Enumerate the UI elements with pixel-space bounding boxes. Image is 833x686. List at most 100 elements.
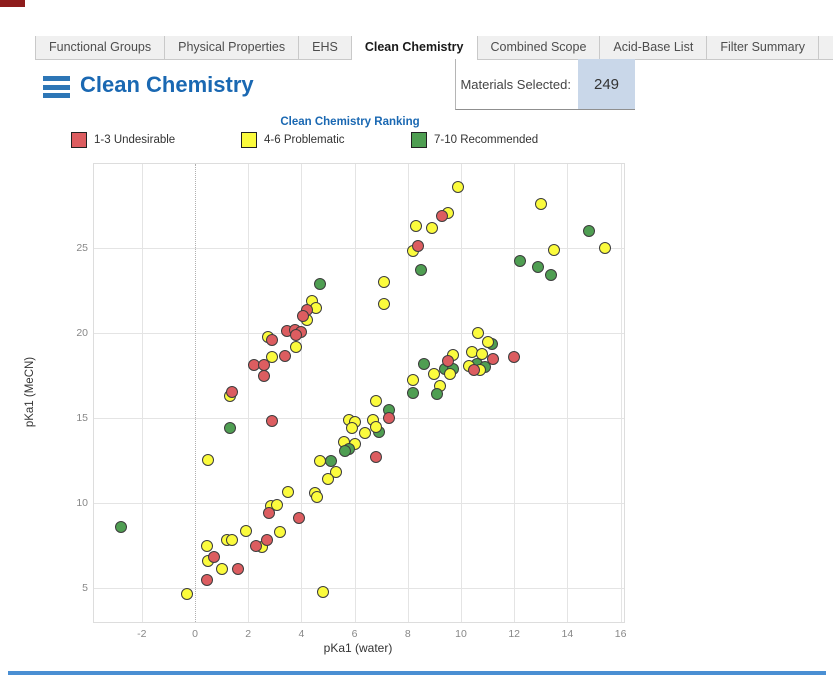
scatter-point-y[interactable] bbox=[425, 221, 438, 234]
scatter-point-r[interactable] bbox=[207, 551, 220, 564]
bottom-blue-bar bbox=[8, 671, 826, 675]
scatter-point-y[interactable] bbox=[239, 525, 252, 538]
plot-area[interactable]: 5 10 15 20 25 -2 0 2 4 6 8 10 12 14 16 bbox=[76, 163, 626, 640]
scatter-point-g[interactable] bbox=[114, 520, 127, 533]
scatter-point-g[interactable] bbox=[314, 277, 327, 290]
scatter-point-r[interactable] bbox=[290, 328, 303, 341]
tab-combined-scope[interactable]: Combined Scope bbox=[477, 36, 601, 59]
legend-item-1-3-undesirable: 1-3 Undesirable bbox=[71, 132, 175, 148]
scatter-point-y[interactable] bbox=[266, 350, 279, 363]
tab-functional-groups[interactable]: Functional Groups bbox=[36, 36, 166, 59]
scatter-point-y[interactable] bbox=[407, 373, 420, 386]
scatter-point-y[interactable] bbox=[274, 525, 287, 538]
tab-clean-chemistry[interactable]: Clean Chemistry bbox=[351, 36, 478, 60]
scatter-point-y[interactable] bbox=[345, 422, 358, 435]
scatter-point-y[interactable] bbox=[282, 485, 295, 498]
page-title: Clean Chemistry bbox=[80, 72, 254, 97]
scatter-point-y[interactable] bbox=[202, 453, 215, 466]
y-tick-5: 5 bbox=[82, 582, 88, 594]
scatter-point-y[interactable] bbox=[226, 534, 239, 547]
x-tick-14: 14 bbox=[561, 628, 574, 640]
scatter-point-r[interactable] bbox=[266, 415, 279, 428]
scatter-point-y[interactable] bbox=[481, 335, 494, 348]
legend-item-4-6-problematic: 4-6 Problematic bbox=[241, 132, 345, 148]
scatter-point-r[interactable] bbox=[412, 240, 425, 253]
scatter-point-g[interactable] bbox=[407, 386, 420, 399]
scatter-point-g[interactable] bbox=[513, 254, 526, 267]
gridline-y-25 bbox=[94, 248, 624, 249]
tab-physical-properties[interactable]: Physical Properties bbox=[165, 36, 300, 59]
tab-filter-summary[interactable]: Filter Summary bbox=[707, 36, 820, 59]
scatter-point-g[interactable] bbox=[431, 388, 444, 401]
scatter-point-r[interactable] bbox=[263, 507, 276, 520]
gridline-y-5 bbox=[94, 588, 624, 589]
scatter-point-y[interactable] bbox=[598, 242, 611, 254]
tab-ehs[interactable]: EHS bbox=[299, 36, 352, 59]
legend: 1-3 Undesirable 4-6 Problematic 7-10 Recom… bbox=[71, 132, 631, 149]
legend-label: 7-10 Recommended bbox=[434, 134, 539, 146]
legend-swatch-g bbox=[411, 132, 427, 148]
x-tick-16: 16 bbox=[614, 628, 627, 640]
y-tick-20: 20 bbox=[76, 327, 88, 339]
scatter-point-r[interactable] bbox=[508, 350, 521, 363]
scatter-point-y[interactable] bbox=[322, 473, 334, 486]
scatter-point-y[interactable] bbox=[316, 586, 329, 599]
scatter-point-r[interactable] bbox=[468, 363, 481, 376]
scatter-point-y[interactable] bbox=[271, 498, 284, 511]
scatter-point-g[interactable] bbox=[532, 260, 545, 273]
scatter-point-r[interactable] bbox=[279, 349, 292, 362]
scatter-point-r[interactable] bbox=[486, 352, 499, 365]
materials-selected-panel: Materials Selected: 249 bbox=[455, 59, 635, 110]
scatter-point-r[interactable] bbox=[296, 310, 309, 322]
scatter-point-y[interactable] bbox=[369, 395, 382, 407]
gridline-y-20 bbox=[94, 333, 624, 334]
tab-acid-base-list[interactable]: Acid-Base List bbox=[600, 36, 708, 59]
scatter-point-r[interactable] bbox=[383, 412, 396, 424]
scatter-point-y[interactable] bbox=[181, 587, 194, 600]
scatter-point-g[interactable] bbox=[417, 357, 430, 370]
x-axis-label: pKa1 (water) bbox=[323, 641, 393, 655]
menu-hamburger-icon[interactable] bbox=[43, 76, 70, 98]
scatter-point-y[interactable] bbox=[200, 539, 213, 552]
scatter-point-r[interactable] bbox=[200, 573, 213, 586]
scatter-point-r[interactable] bbox=[258, 369, 271, 382]
scatter-point-y[interactable] bbox=[377, 298, 390, 311]
scatter-point-g[interactable] bbox=[223, 422, 236, 435]
scatter-point-y[interactable] bbox=[290, 340, 303, 353]
scatter-point-r[interactable] bbox=[231, 563, 244, 576]
scatter-point-y[interactable] bbox=[472, 327, 485, 339]
scatter-point-r[interactable] bbox=[260, 534, 273, 547]
scatter-point-r[interactable] bbox=[292, 512, 305, 525]
scatter-point-r[interactable] bbox=[250, 539, 263, 552]
scatter-point-y[interactable] bbox=[359, 427, 372, 440]
gridline-x-12 bbox=[514, 164, 516, 622]
scatter-point-y[interactable] bbox=[311, 491, 324, 504]
gridline-x-10 bbox=[461, 164, 462, 622]
scatter-point-r[interactable] bbox=[369, 451, 382, 464]
scatter-point-y[interactable] bbox=[409, 219, 422, 232]
y-tick-10: 10 bbox=[76, 497, 88, 509]
scatter-point-g[interactable] bbox=[545, 269, 558, 282]
scatter-point-y[interactable] bbox=[215, 563, 228, 576]
scatter-point-r[interactable] bbox=[436, 209, 449, 222]
gridline-x-16 bbox=[620, 164, 622, 622]
scatter-point-y[interactable] bbox=[444, 367, 457, 380]
materials-selected-label: Materials Selected: bbox=[460, 76, 571, 92]
scatter-point-y[interactable] bbox=[369, 420, 382, 433]
scatter-point-y[interactable] bbox=[534, 197, 547, 210]
scatter-point-y[interactable] bbox=[548, 243, 561, 256]
scatter-point-g[interactable] bbox=[582, 225, 595, 237]
scatter-point-y[interactable] bbox=[452, 180, 465, 193]
scatter-point-r[interactable] bbox=[441, 355, 454, 368]
scatter-point-g[interactable] bbox=[339, 445, 352, 458]
scatter-point-g[interactable] bbox=[324, 454, 337, 467]
scatter-point-r[interactable] bbox=[266, 333, 279, 346]
zero-line bbox=[195, 164, 197, 622]
gridline-x-6 bbox=[354, 164, 356, 622]
scatter-point-r[interactable] bbox=[226, 385, 239, 398]
x-tick-8: 8 bbox=[404, 628, 411, 640]
scatter-point-g[interactable] bbox=[415, 264, 428, 277]
scatter-point-y[interactable] bbox=[377, 276, 390, 288]
x-tick-2: 2 bbox=[245, 628, 252, 640]
scatter-point-y[interactable] bbox=[428, 367, 441, 380]
